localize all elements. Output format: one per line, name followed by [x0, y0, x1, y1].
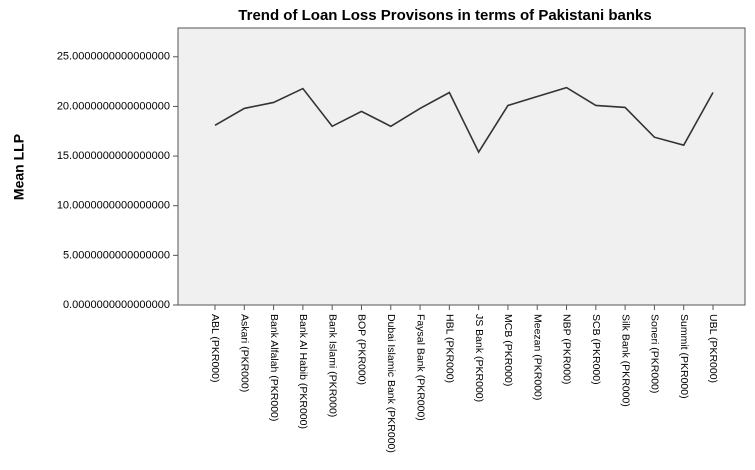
x-tick-label: Silk Bank (PKR000)	[619, 314, 631, 407]
x-tick-label: UBL (PKR000)	[707, 314, 719, 383]
y-tick-label: 5.0000000000000000	[63, 249, 170, 261]
data-line	[214, 86, 714, 154]
y-tick-label: 15.0000000000000000	[57, 150, 170, 162]
y-tick-label: 25.0000000000000000	[57, 51, 170, 63]
x-tick-label: Faysal Bank (PKR000)	[414, 314, 426, 421]
y-tick-label: 10.0000000000000000	[57, 200, 170, 212]
x-tick-label: HBL (PKR000)	[444, 314, 456, 383]
x-tick-label: Soneri (PKR000)	[649, 314, 661, 393]
y-tick-label: 0.0000000000000000	[63, 299, 170, 311]
plot-area	[177, 27, 746, 306]
x-tick-label: NBP (PKR000)	[561, 314, 573, 384]
y-tick-label: 20.0000000000000000	[57, 100, 170, 112]
x-tick-label: SCB (PKR000)	[590, 314, 602, 385]
chart-title: Trend of Loan Loss Provisons in terms of…	[238, 7, 651, 24]
x-tick-label: Bank Alfalah (PKR000)	[268, 314, 280, 421]
x-tick-label: Meezan (PKR000)	[531, 314, 543, 400]
x-tick-label: ABL (PKR000)	[209, 314, 221, 382]
x-tick-label: BOP (PKR000)	[356, 314, 368, 385]
y-axis-label: Mean LLP	[11, 134, 27, 200]
x-tick-label: Bank Islami (PKR000)	[326, 314, 338, 417]
x-tick-label: Summit (PKR000)	[678, 314, 690, 399]
x-tick-label: JS Bank (PKR000)	[473, 314, 485, 402]
x-tick-label: Askari (PKR000)	[239, 314, 251, 392]
x-tick-label: Dubai Islamic Bank (PKR000)	[385, 314, 397, 453]
x-tick-label: Bank Al Habib (PKR000)	[297, 314, 309, 429]
x-tick-label: MCB (PKR000)	[502, 314, 514, 386]
